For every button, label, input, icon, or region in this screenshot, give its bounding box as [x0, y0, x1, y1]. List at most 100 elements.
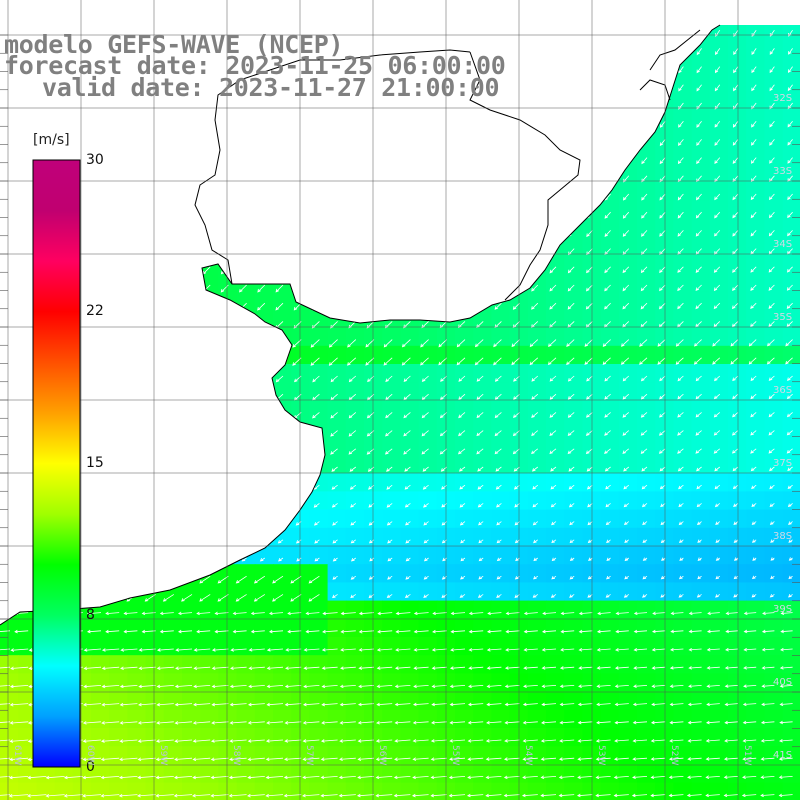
wind-arrow — [678, 575, 684, 580]
wind-arrow — [229, 721, 247, 725]
wind-arrow — [312, 375, 320, 383]
wind-arrow — [0, 775, 11, 780]
wind-arrow — [504, 666, 520, 670]
wind-arrow — [762, 611, 775, 616]
wind-arrow — [642, 557, 648, 561]
wind-arrow — [733, 66, 739, 74]
wind-arrow — [63, 775, 83, 780]
wind-arrow — [332, 521, 338, 526]
wind-arrow — [295, 521, 302, 526]
wind-arrow — [751, 594, 757, 598]
wind-arrow — [780, 647, 793, 652]
wind-arrow — [302, 793, 320, 798]
wind-arrow — [101, 684, 120, 689]
wind-arrow — [321, 702, 338, 707]
wind-arrow — [331, 484, 338, 490]
wind-arrow — [100, 775, 120, 780]
wind-arrow — [421, 393, 429, 401]
wind-arrow — [357, 775, 375, 780]
wind-arrow — [614, 666, 629, 670]
wind-arrow — [513, 466, 520, 472]
wind-arrow — [547, 357, 557, 366]
wind-arrow — [577, 739, 593, 743]
wind-arrow — [83, 648, 102, 652]
wind-arrow — [669, 684, 684, 688]
wind-arrow — [622, 248, 630, 256]
wind-arrow — [302, 720, 320, 725]
wind-arrow — [376, 720, 393, 725]
wind-arrow — [696, 193, 702, 201]
wind-arrow — [421, 430, 429, 437]
wind-arrow — [785, 339, 793, 347]
wind-arrow — [100, 739, 120, 743]
wind-arrow — [696, 66, 702, 74]
wind-arrow — [604, 211, 611, 219]
wind-arrow — [504, 702, 520, 707]
wind-arrow — [742, 757, 757, 761]
wind-arrow — [496, 521, 502, 526]
wind-arrow — [257, 284, 266, 293]
wind-arrow — [597, 611, 611, 616]
wind-arrow — [350, 521, 357, 526]
wind-arrow — [602, 339, 611, 347]
wind-arrow — [332, 557, 338, 562]
wind-arrow — [707, 611, 720, 616]
wind-arrow — [787, 230, 793, 237]
wind-arrow — [308, 594, 320, 602]
wind-arrow — [431, 684, 447, 689]
wind-arrow — [731, 302, 739, 310]
wind-arrow — [211, 702, 229, 707]
wind-arrow — [623, 484, 630, 490]
wind-arrow — [659, 248, 666, 255]
wind-arrow — [742, 702, 757, 707]
wind-arrow — [586, 230, 593, 238]
wind-arrow — [156, 702, 174, 707]
wind-arrow — [504, 720, 520, 725]
wind-arrow — [696, 139, 702, 146]
wind-arrow — [468, 666, 484, 670]
wind-arrow — [350, 575, 357, 580]
wind-arrow — [247, 702, 265, 707]
wind-arrow — [605, 521, 611, 526]
lat-label: 39S — [773, 604, 793, 615]
wind-arrow — [532, 521, 539, 526]
wind-arrow — [476, 430, 484, 437]
wind-arrow — [247, 793, 265, 798]
wind-arrow — [422, 484, 429, 490]
wind-arrow — [522, 702, 538, 707]
wind-arrow — [787, 484, 793, 490]
wind-arrow — [733, 575, 739, 580]
wind-arrow — [487, 611, 502, 616]
wind-arrow — [559, 684, 575, 688]
wind-arrow — [496, 594, 502, 598]
wind-arrow — [614, 684, 629, 688]
wind-arrow — [459, 466, 466, 472]
wind-arrow — [118, 793, 138, 798]
wind-arrow — [192, 775, 211, 780]
wind-arrow — [456, 339, 466, 348]
wind-arrow — [340, 611, 356, 616]
wind-arrow — [604, 430, 611, 436]
wind-arrow — [677, 448, 684, 454]
wind-arrow — [670, 647, 684, 652]
wind-arrow — [596, 647, 611, 652]
wind-arrow — [788, 539, 793, 543]
wind-arrow — [486, 702, 502, 707]
wind-arrow — [650, 738, 666, 743]
wind-arrow — [675, 339, 684, 347]
wind-arrow — [668, 793, 684, 798]
wind-arrow — [770, 557, 775, 561]
wind-arrow — [310, 339, 320, 348]
wind-arrow — [120, 666, 138, 670]
wind-arrow — [340, 648, 356, 652]
wind-arrow — [394, 757, 411, 761]
wind-arrow — [0, 793, 11, 798]
wind-arrow — [394, 720, 411, 725]
wind-arrow — [423, 575, 429, 580]
wind-arrow — [430, 793, 447, 798]
wind-arrow — [376, 648, 393, 652]
wind-arrow — [321, 720, 338, 725]
wind-arrow — [285, 648, 302, 652]
wind-arrow — [659, 120, 666, 128]
wind-arrow — [787, 120, 793, 128]
